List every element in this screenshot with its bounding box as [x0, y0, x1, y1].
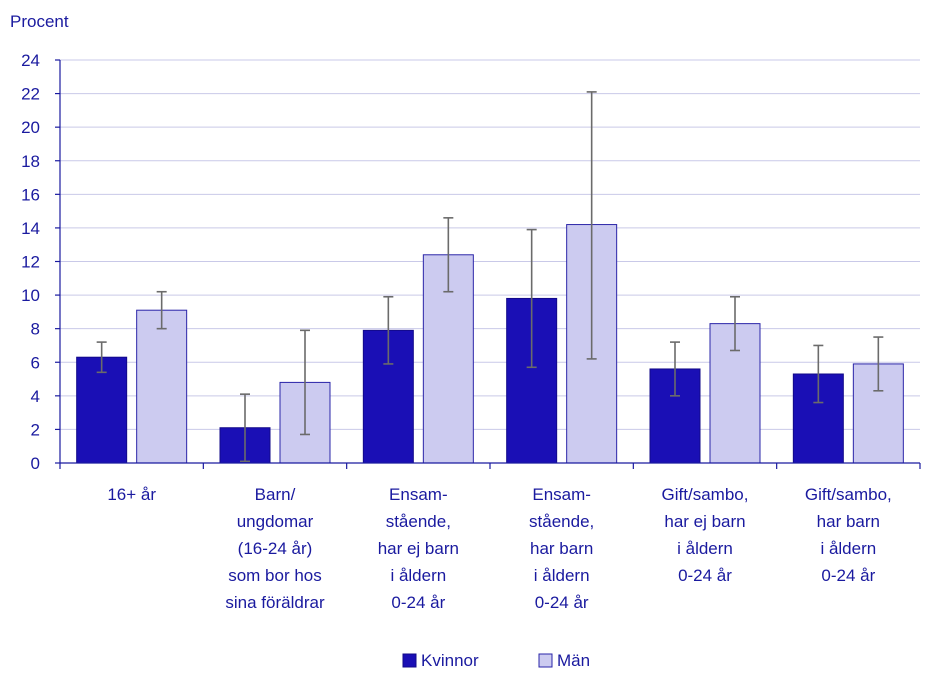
x-category-label: Gift/sambo, [805, 485, 892, 504]
y-tick-label: 22 [21, 85, 40, 104]
error-bars [96, 91, 884, 463]
gridlines [60, 59, 920, 430]
y-tick-label: 4 [31, 387, 40, 406]
x-category-label: stående, [529, 512, 594, 531]
x-category-label: har barn [817, 512, 880, 531]
x-category-label: 0-24 år [535, 593, 589, 612]
legend-label: Kvinnor [421, 651, 479, 670]
x-category-label: 16+ år [107, 485, 156, 504]
legend-label: Män [557, 651, 590, 670]
x-category-label: har ej barn [378, 539, 459, 558]
x-category-label: i åldern [820, 539, 876, 558]
y-tick-label: 10 [21, 286, 40, 305]
legend-swatch-man [538, 653, 553, 668]
y-tick-label: 24 [21, 51, 40, 70]
x-category-label: ungdomar [237, 512, 314, 531]
x-category-label: i åldern [677, 539, 733, 558]
y-axis-unit-label: Procent [10, 12, 69, 31]
legend-swatch-kvinnor [402, 653, 417, 668]
x-category-label: (16-24 år) [238, 539, 313, 558]
legend: Kvinnor Män [402, 651, 590, 670]
x-category-label: Ensam- [532, 485, 591, 504]
x-category-label: har barn [530, 539, 593, 558]
y-tick-label: 2 [31, 420, 40, 439]
x-category-label: sina föräldrar [225, 593, 325, 612]
y-tick-label: 14 [21, 219, 40, 238]
x-category-label: Ensam- [389, 485, 448, 504]
x-category-label: 0-24 år [821, 566, 875, 585]
x-category-label: Barn/ [255, 485, 296, 504]
y-tick-label: 18 [21, 152, 40, 171]
y-tick-label: 12 [21, 253, 40, 272]
y-tick-label: 16 [21, 185, 40, 204]
x-category-label: som bor hos [228, 566, 322, 585]
axes [59, 60, 921, 469]
x-category-label: 0-24 år [391, 593, 445, 612]
x-category-label: stående, [386, 512, 451, 531]
x-category-label: har ej barn [664, 512, 745, 531]
category-labels: 16+ år Barn/ungdomar (16-24 år) som bor hos… [107, 485, 891, 612]
y-tick-label: 20 [21, 118, 40, 137]
y-tick-label: 0 [31, 454, 40, 473]
x-category-label: Gift/sambo, [662, 485, 749, 504]
y-tick-label: 6 [31, 353, 40, 372]
bars [76, 224, 904, 464]
y-tick-label: 8 [31, 320, 40, 339]
x-category-label: i åldern [534, 566, 590, 585]
x-category-label: i åldern [390, 566, 446, 585]
bar-man [136, 309, 188, 464]
x-category-label: 0-24 år [678, 566, 732, 585]
